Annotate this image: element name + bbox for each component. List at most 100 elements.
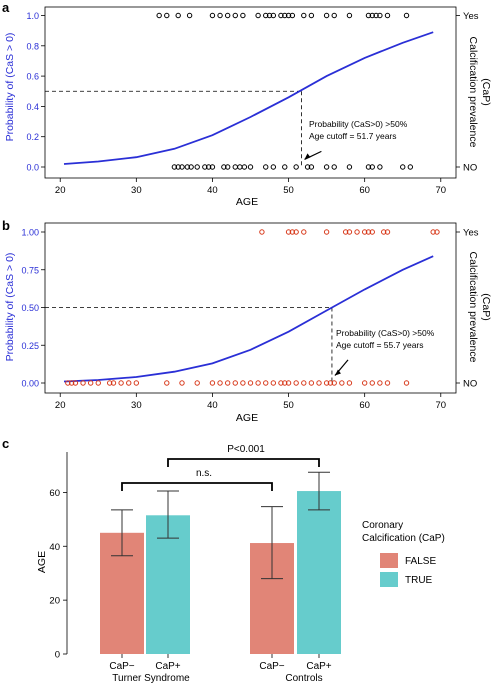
panel-a-point-yes <box>384 12 391 19</box>
panel-b-point-no <box>240 380 246 386</box>
panel-a-probability-curve <box>63 31 434 165</box>
panel-b-right-ylabel-1: Calcification prevalence <box>467 252 479 363</box>
panel-a-point-no <box>247 164 254 170</box>
panel-a-point-no <box>237 164 243 170</box>
panel-b-xlabel: AGE <box>236 412 258 424</box>
panel-b-xtick-label: 30 <box>131 400 142 411</box>
panel-a-annotation-2: Age cutoff = 51.7 years <box>309 131 397 141</box>
panel-a-point-yes <box>323 12 330 19</box>
panel-b-ytick-label: 0.50 <box>21 303 39 313</box>
panel-b-point-no <box>339 380 345 386</box>
panel-a-point-no <box>241 164 248 170</box>
legend-label-true: TRUE <box>405 575 433 586</box>
panel-a-point-yes <box>270 12 277 19</box>
legend-title-2: Calcification (CaP) <box>362 533 445 544</box>
panel-a-point-no <box>209 164 216 170</box>
panel-b-xtick-label: 20 <box>55 400 66 411</box>
panel-a-point-no <box>346 164 353 170</box>
panel-b-xtick-label: 70 <box>435 400 446 411</box>
panel-b-probability-curve <box>63 255 434 383</box>
panel-b-point-no <box>327 380 334 386</box>
bracket-label-ns: n.s. <box>196 468 212 479</box>
panel-b-point-no <box>95 380 101 386</box>
panel-b-point-yes <box>301 229 307 235</box>
panel-b-xtick-label: 50 <box>283 400 294 411</box>
panel-b-point-no <box>361 380 368 386</box>
legend-swatch-false <box>380 553 398 568</box>
panel-a-point-no <box>400 164 406 170</box>
panel-b-point-no <box>346 380 353 386</box>
panel-b-ylabel: Probability of (CaS > 0) <box>4 253 16 362</box>
panel-b-annotation-2: Age cutoff = 55.7 years <box>336 340 424 350</box>
panel-a-point-no <box>304 164 311 170</box>
panel-a-ytick-label: 0.0 <box>26 163 39 173</box>
panel-b-point-yes <box>384 229 391 235</box>
panel-b-point-no <box>293 380 299 386</box>
panel-b-point-no <box>232 380 238 386</box>
panel-a-point-no <box>369 164 375 170</box>
panel-b-point-yes <box>259 229 265 235</box>
panel-b-point-no <box>247 380 254 386</box>
panel-a-point-yes <box>156 12 162 19</box>
group-label-turner: Turner Syndrome <box>112 673 190 684</box>
panel-b-ytick-label: 1.00 <box>21 228 39 238</box>
panel-b-point-yes <box>285 229 292 235</box>
panel-a-point-no <box>171 164 178 170</box>
bracket-ns <box>121 482 273 491</box>
panel-a-point-no <box>323 164 330 170</box>
panel-a-ytick-label: 0.2 <box>26 132 39 142</box>
panel-a-point-no <box>407 164 414 170</box>
panel-b-point-no <box>68 380 75 386</box>
panel-a-point-yes <box>278 12 284 19</box>
panel-b-point-no <box>106 380 113 386</box>
panel-a-right-ylabel-2: (CaP) <box>480 78 492 105</box>
panel-a-xtick-label: 50 <box>283 185 294 196</box>
panel-b-point-no <box>316 380 322 386</box>
panel-a-point-no <box>188 164 194 170</box>
panel-b-point-no <box>118 380 124 386</box>
panel-label-b: b <box>2 218 10 233</box>
panel-b-point-yes <box>365 229 372 235</box>
panel-b-point-no <box>87 380 94 386</box>
panel-c-ytick-label: 60 <box>49 488 60 499</box>
bracket-label-p: P<0.001 <box>227 444 265 455</box>
panel-a-ylabel: Probability of (CaS > 0) <box>4 33 16 142</box>
panel-b-annotation-arrowhead <box>334 369 341 376</box>
panel-a-ytick-label: 1.0 <box>26 11 39 21</box>
panel-a-point-yes <box>365 12 372 19</box>
panel-a-annotation-1: Probability (CaS>0) >50% <box>309 119 408 129</box>
panel-a-xtick-label: 40 <box>207 185 218 196</box>
panel-a-point-yes <box>285 12 292 19</box>
panel-b-scatter: Probability of (CaS > 0) AGE Calcificati… <box>4 222 492 424</box>
panel-b-point-yes <box>346 229 353 235</box>
panel-b-point-no <box>217 380 223 386</box>
panel-a-point-no <box>224 164 231 170</box>
panel-b-ytick-label: 0.25 <box>21 341 39 351</box>
panel-a-annotation-arrowhead <box>304 153 311 160</box>
panel-a-right-ylabel-1: Calcification prevalence <box>467 37 479 148</box>
panel-a-point-no <box>232 164 238 170</box>
panel-a-point-yes <box>164 12 170 19</box>
panel-a-xtick-label: 70 <box>435 185 446 196</box>
legend-label-false: FALSE <box>405 556 436 567</box>
panel-a-xlabel: AGE <box>236 196 258 208</box>
panel-a-xtick-label: 20 <box>55 185 66 196</box>
panel-b-point-yes <box>289 229 296 235</box>
legend-title-1: Coronary <box>362 520 403 531</box>
panel-a-point-no <box>308 164 315 170</box>
panel-a-point-no <box>202 164 208 170</box>
bar-cap-true <box>297 491 341 654</box>
panel-b-point-yes <box>354 229 360 235</box>
panel-a-ytick-label: 0.4 <box>26 102 39 112</box>
panel-b-point-no <box>377 380 383 386</box>
panel-b-point-no <box>282 380 288 386</box>
panel-b-point-no <box>133 380 140 386</box>
panel-b-annotation-1: Probability (CaS>0) >50% <box>336 328 435 338</box>
panel-b-point-no <box>209 380 216 386</box>
panel-a-point-no <box>179 164 185 170</box>
panel-b-right-tick-label: Yes <box>463 228 479 239</box>
group-label-controls: Controls <box>285 673 322 684</box>
panel-b-point-yes <box>323 229 330 235</box>
panel-b-point-yes <box>342 229 349 235</box>
